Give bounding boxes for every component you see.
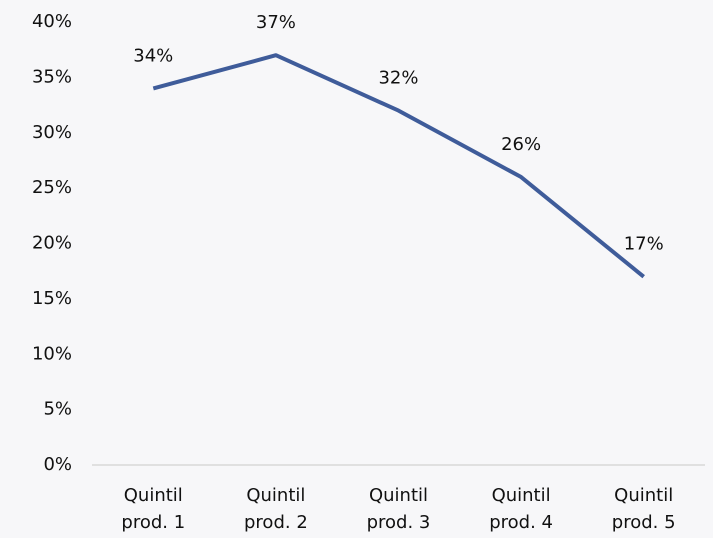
data-label: 34% (133, 45, 173, 66)
data-label: 26% (501, 134, 541, 155)
y-tick-label: 20% (32, 233, 72, 254)
y-tick-label: 10% (32, 343, 72, 364)
y-tick-label: 0% (43, 454, 72, 475)
data-label: 32% (378, 68, 418, 89)
data-label: 37% (256, 12, 296, 33)
y-tick-label: 5% (43, 399, 72, 420)
x-tick-label: Quintil prod. 1 (121, 485, 186, 533)
x-tick-label: Quintil prod. 5 (611, 485, 676, 533)
x-tick-label: Quintil prod. 3 (366, 485, 431, 533)
y-tick-label: 35% (32, 66, 72, 87)
y-tick-label: 15% (32, 288, 72, 309)
y-tick-label: 30% (32, 122, 72, 143)
data-label: 17% (624, 234, 664, 255)
x-tick-label: Quintil prod. 2 (244, 485, 308, 533)
y-tick-label: 25% (32, 177, 72, 198)
y-tick-label: 40% (32, 11, 72, 32)
data-line (152, 53, 645, 279)
x-tick-label: Quintil prod. 4 (489, 485, 553, 533)
